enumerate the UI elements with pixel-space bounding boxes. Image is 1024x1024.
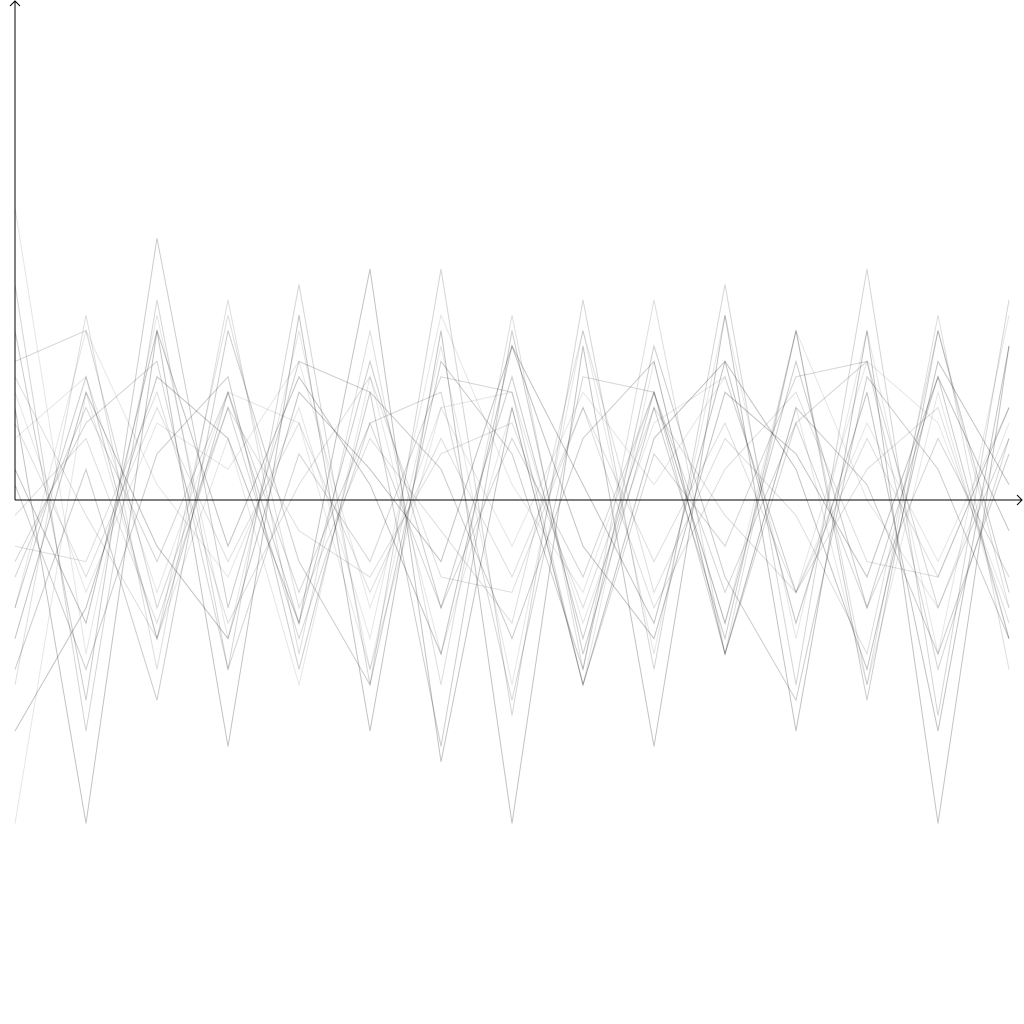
series-line-18	[14, 360, 1010, 687]
axes	[9, 0, 1023, 506]
series-line-20	[14, 344, 1010, 640]
series-line-5	[14, 315, 1010, 824]
series-line-13	[14, 329, 1010, 701]
series-line-16	[14, 313, 1010, 641]
series-line-8	[14, 390, 1010, 610]
series-line-17	[14, 315, 1010, 656]
series-line-6	[14, 361, 1010, 824]
series-line-19	[14, 360, 1010, 671]
x-axis-arrow-icon	[1016, 494, 1023, 506]
series-line-2	[14, 299, 1010, 685]
series-line-21	[14, 360, 1010, 610]
series-line-22	[14, 406, 1010, 625]
series-line-9	[14, 238, 1010, 747]
series-line-15	[14, 328, 1010, 672]
series-line-4	[14, 359, 1010, 641]
series-layer	[14, 207, 1010, 824]
series-line-11	[14, 360, 1010, 672]
series-line-3	[14, 268, 1010, 732]
series-line-7	[14, 406, 1010, 594]
series-line-10	[14, 268, 1010, 762]
y-axis-arrow-icon	[9, 0, 21, 7]
series-line-14	[14, 330, 1010, 702]
series-line-1	[14, 207, 1010, 685]
series-line-12	[14, 375, 1010, 625]
